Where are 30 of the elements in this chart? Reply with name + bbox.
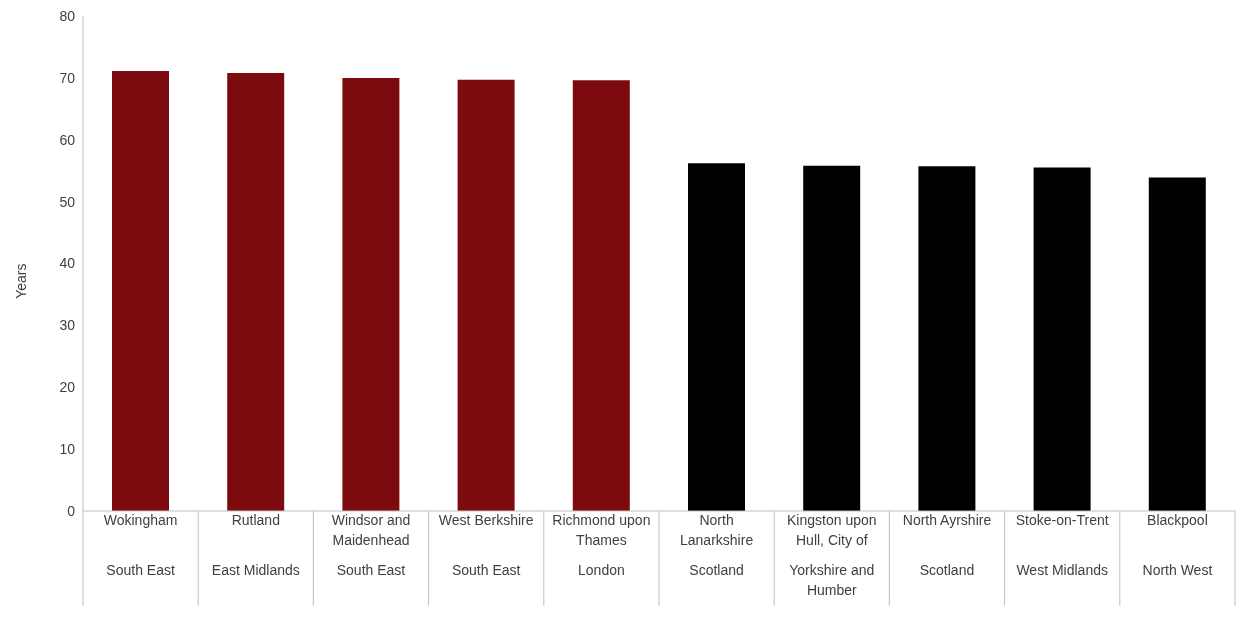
bar: [1148, 177, 1206, 511]
y-tick-label: 70: [59, 69, 76, 86]
bar: [688, 163, 745, 511]
bar: [572, 80, 630, 511]
y-tick-label: 50: [59, 193, 76, 210]
category-label: Rutland East Midlands: [211, 512, 300, 578]
x-tick-label: North Lanarkshire Scotland: [680, 512, 754, 578]
y-tick-label: 60: [59, 131, 76, 148]
bar: [342, 77, 400, 511]
y-tick-label: 0: [67, 502, 76, 519]
y-tick-label: 10: [59, 441, 76, 458]
y-tick-label: 20: [59, 379, 76, 396]
category-label: Wokingham South East: [103, 512, 178, 578]
bar: [112, 71, 169, 511]
x-tick-label: Kingston upon Hull, City of Yorkshire and Humber: [787, 512, 877, 598]
y-axis-title: Years: [12, 263, 29, 299]
bar: [227, 72, 285, 511]
bar: [803, 165, 861, 511]
bar: [918, 166, 976, 511]
category-label: West Berkshire South East: [438, 512, 534, 578]
bar: [1033, 167, 1091, 511]
category-label: North Ayrshire Scotland: [902, 512, 992, 578]
category-label: Blackpool North West: [1142, 512, 1213, 578]
y-tick-label: 40: [59, 255, 76, 272]
x-tick-label: Windsor and Maidenhead South East: [331, 512, 411, 578]
x-tick-label: Richmond upon Thames London: [552, 512, 651, 578]
y-tick-label: 30: [59, 317, 76, 334]
bar: [457, 79, 515, 511]
y-tick-label: 80: [59, 7, 76, 24]
category-label: Stoke-on-Trent West Midlands: [1015, 512, 1109, 578]
